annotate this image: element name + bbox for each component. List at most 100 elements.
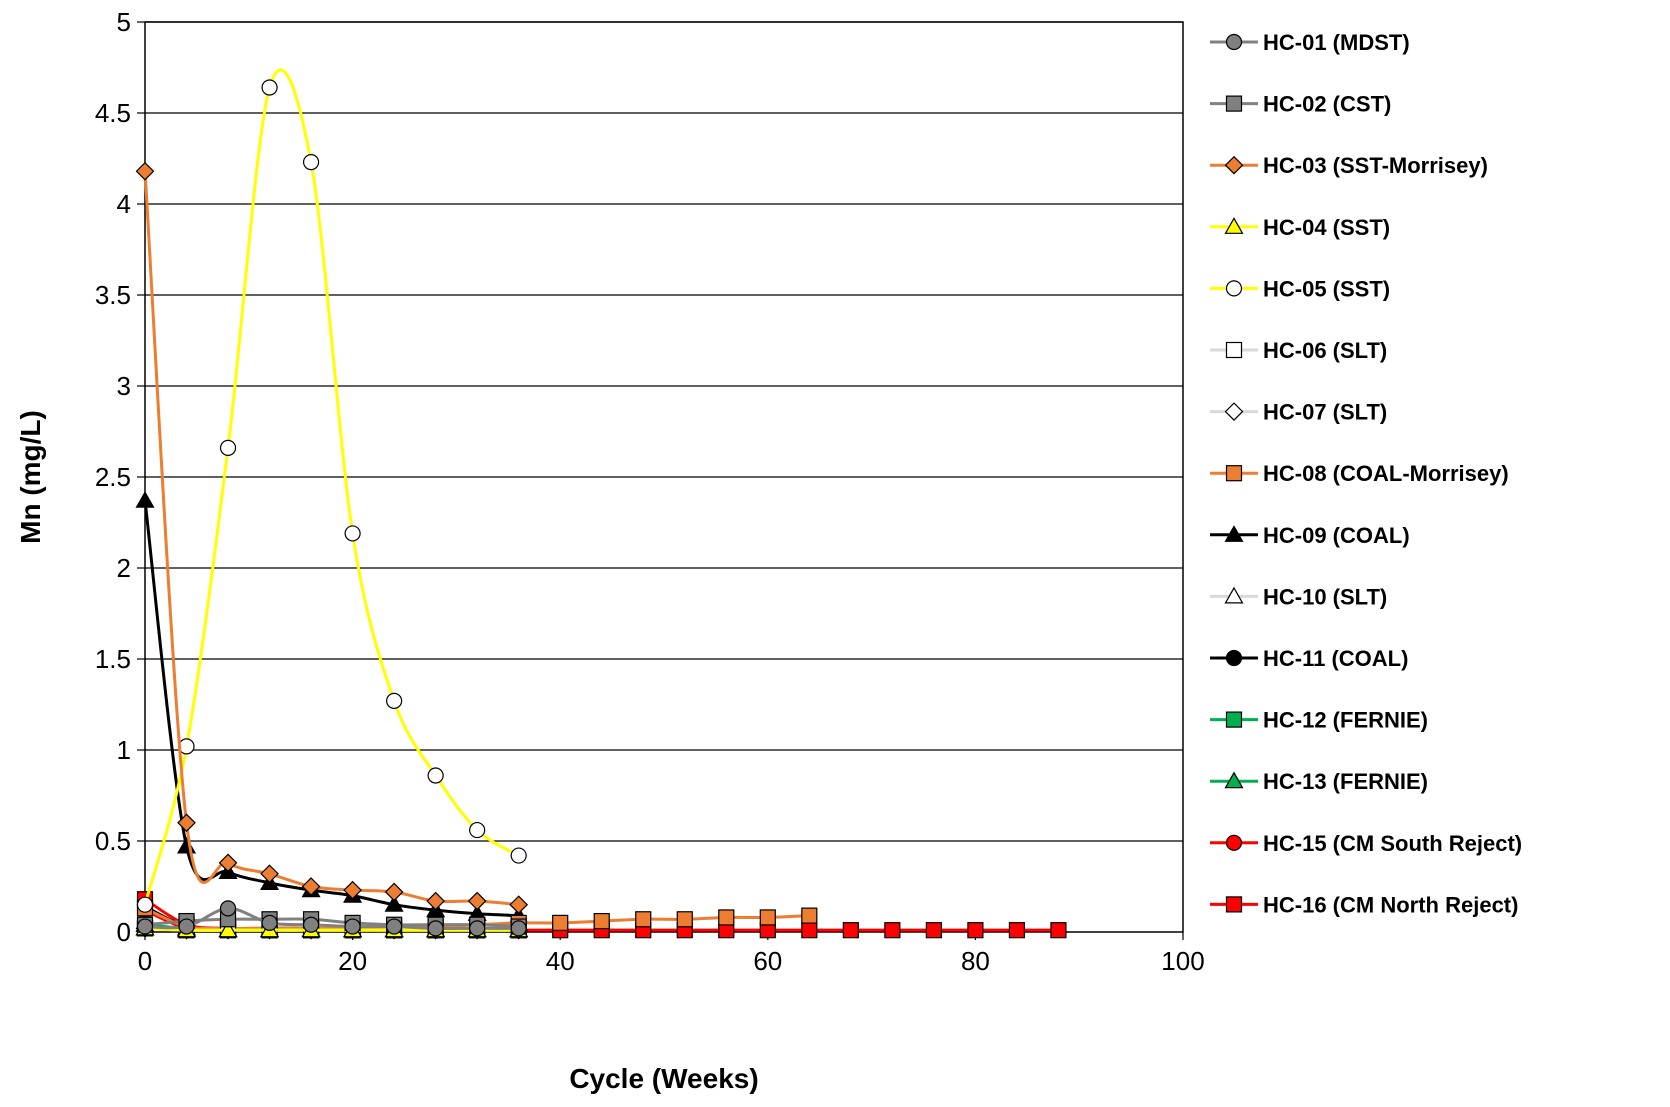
data-point [469, 821, 486, 839]
data-point [384, 882, 404, 902]
data-point [386, 692, 403, 709]
legend-label: HC-05 (SST) [1263, 276, 1390, 301]
legend-marker [1225, 834, 1243, 851]
data-point [593, 912, 610, 930]
legend-marker [1225, 711, 1243, 728]
legend-label: HC-01 (MDST) [1263, 30, 1410, 55]
data-point [344, 918, 361, 935]
y-tick-label: 5 [117, 7, 131, 37]
legend-label: HC-08 (COAL-Morrisey) [1263, 461, 1509, 486]
y-tick-label: 1.5 [95, 644, 131, 674]
legend-entry: HC-09 (COAL) [1210, 523, 1410, 548]
legend-label: HC-06 (SLT) [1263, 338, 1387, 363]
y-axis-title: Mn (mg/L) [15, 410, 46, 544]
data-point [136, 918, 154, 935]
legend-entry: HC-07 (SLT) [1210, 400, 1387, 425]
y-tick-label: 2 [117, 553, 131, 583]
data-point [219, 900, 237, 917]
legend-label: HC-02 (CST) [1263, 92, 1391, 117]
legend-entry: HC-08 (COAL-Morrisey) [1210, 461, 1509, 486]
data-point [1008, 922, 1026, 939]
x-tick-label: 40 [546, 946, 575, 976]
data-point [467, 891, 487, 911]
legend-marker [1224, 402, 1244, 421]
series-line [144, 917, 519, 929]
y-tick-label: 3.5 [95, 280, 131, 310]
legend-marker [1224, 525, 1244, 542]
x-axis-ticks: 0 20 40 60 80 100 [138, 932, 1205, 976]
x-tick-label: 100 [1161, 946, 1204, 976]
data-point [135, 161, 155, 181]
legend-marker [1224, 155, 1244, 175]
legend-entry: HC-15 (CM South Reject) [1210, 831, 1522, 856]
data-point [1050, 922, 1067, 939]
data-point [884, 922, 901, 939]
legend: HC-01 (MDST) HC-02 (CST) HC-03 (SST-Morris… [1210, 30, 1522, 917]
legend-label: HC-07 (SLT) [1263, 400, 1387, 425]
legend-label: HC-12 (FERNIE) [1263, 708, 1428, 733]
data-point [301, 877, 321, 896]
legend-label: HC-09 (COAL) [1263, 523, 1410, 548]
data-point [509, 895, 529, 915]
data-point [261, 79, 278, 96]
y-tick-label: 4 [117, 189, 131, 219]
data-point [260, 864, 279, 884]
data-point [135, 490, 155, 508]
legend-entry: HC-06 (SLT) [1210, 338, 1387, 363]
data-point [801, 907, 818, 924]
legend-label: HC-04 (SST) [1263, 215, 1390, 240]
legend-marker [1225, 465, 1243, 482]
data-point [344, 525, 361, 542]
data-point [302, 916, 320, 933]
legend-label: HC-10 (SLT) [1263, 584, 1387, 609]
data-point [759, 909, 776, 926]
y-tick-label: 0.5 [95, 826, 131, 856]
legend-entry: HC-16 (CM North Reject) [1210, 892, 1518, 917]
data-point [427, 920, 444, 937]
legend-entry: HC-11 (COAL) [1210, 646, 1408, 671]
y-tick-label: 3 [117, 371, 131, 401]
legend-marker [1225, 896, 1243, 913]
data-point [925, 922, 942, 939]
legend-label: HC-03 (SST-Morrisey) [1263, 153, 1488, 178]
legend-entry: HC-13 (FERNIE) [1210, 769, 1428, 794]
legend-entry: HC-03 (SST-Morrisey) [1210, 153, 1488, 178]
series-4 [136, 68, 527, 913]
data-point [510, 847, 527, 864]
data-point [967, 922, 984, 939]
legend-marker [1225, 95, 1243, 112]
legend-marker [1225, 33, 1243, 51]
legend-entry: HC-10 (SLT) [1210, 584, 1387, 609]
data-point [427, 767, 444, 784]
legend-label: HC-13 (FERNIE) [1263, 769, 1428, 794]
series-line [144, 906, 519, 930]
y-tick-label: 4.5 [95, 98, 131, 128]
x-tick-label: 60 [753, 946, 782, 976]
series-layer [135, 68, 1067, 940]
series-0 [136, 900, 527, 937]
data-point [552, 914, 569, 932]
x-tick-label: 20 [338, 946, 367, 976]
legend-label: HC-16 (CM North Reject) [1263, 892, 1518, 917]
data-point [218, 920, 238, 938]
legend-marker [1225, 280, 1243, 297]
y-tick-label: 1 [117, 735, 131, 765]
x-tick-label: 80 [961, 946, 990, 976]
data-point [469, 920, 486, 937]
data-point [842, 922, 859, 939]
legend-entry: HC-02 (CST) [1210, 92, 1391, 117]
data-point [676, 911, 693, 928]
data-point [302, 154, 320, 171]
legend-entry: HC-05 (SST) [1210, 276, 1390, 301]
data-point [343, 880, 362, 900]
legend-entry: HC-12 (FERNIE) [1210, 708, 1428, 733]
series-2 [135, 161, 529, 915]
legend-label: HC-15 (CM South Reject) [1263, 831, 1522, 856]
data-point [178, 918, 195, 935]
legend-marker [1225, 341, 1243, 359]
data-point [136, 896, 154, 913]
legend-marker [1224, 586, 1244, 604]
x-tick-label: 0 [138, 946, 152, 976]
